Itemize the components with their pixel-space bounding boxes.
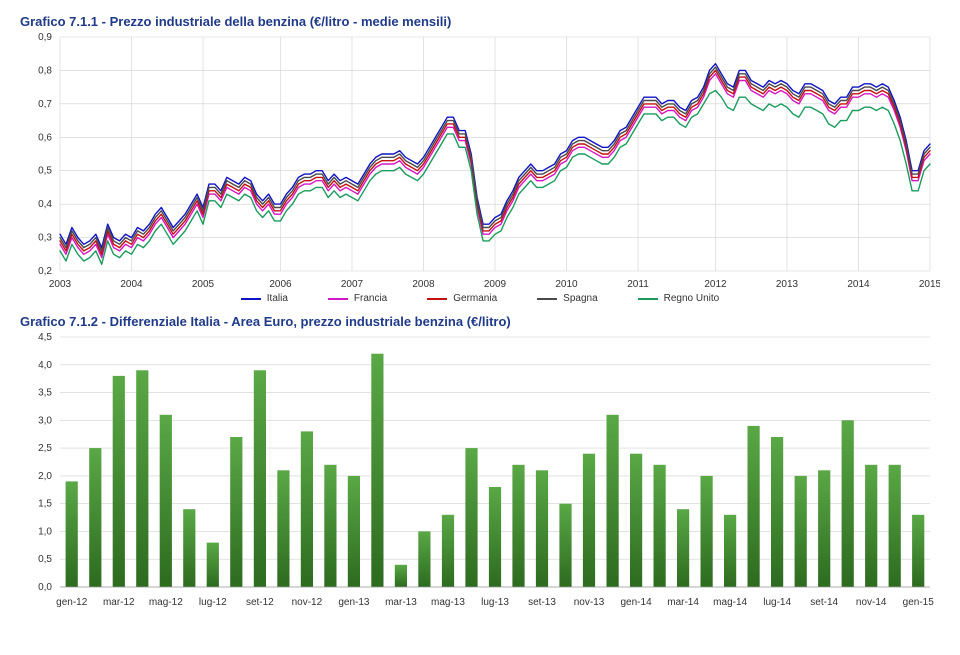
legend-swatch: [537, 298, 557, 300]
svg-text:mar-13: mar-13: [385, 597, 417, 608]
svg-text:2005: 2005: [192, 279, 215, 290]
svg-text:mag-13: mag-13: [431, 597, 465, 608]
chart1-container: 0,2 0,3 0,4 0,5 0,6 0,7 0,8 0,9 2003 2004 2005 2006…: [20, 31, 940, 291]
svg-text:0,3: 0,3: [38, 233, 52, 244]
chart2-title: Grafico 7.1.2 - Differenziale Italia - A…: [20, 314, 940, 329]
svg-text:set-12: set-12: [246, 597, 274, 608]
legend-label: Italia: [267, 293, 288, 304]
svg-text:0,7: 0,7: [38, 99, 52, 110]
legend-swatch: [638, 298, 658, 300]
legend-item: Spagna: [537, 293, 597, 304]
svg-text:gen-12: gen-12: [56, 597, 88, 608]
svg-text:4,0: 4,0: [38, 360, 52, 371]
svg-text:gen-13: gen-13: [338, 597, 370, 608]
chart2-container: 0,0 0,5 1,0 1,5 2,0 2,5 3,0 3,5 4,0 4,5 gen-12 mar-…: [20, 331, 940, 611]
svg-text:0,5: 0,5: [38, 554, 52, 565]
legend-label: Regno Unito: [664, 293, 720, 304]
svg-text:2,0: 2,0: [38, 471, 52, 482]
svg-text:2004: 2004: [120, 279, 143, 290]
chart1-svg: 0,2 0,3 0,4 0,5 0,6 0,7 0,8 0,9 2003 2004 2005 2006…: [20, 31, 940, 291]
svg-text:1,5: 1,5: [38, 499, 52, 510]
svg-text:0,6: 0,6: [38, 132, 52, 143]
svg-text:lug-12: lug-12: [199, 597, 227, 608]
svg-text:mag-14: mag-14: [713, 597, 747, 608]
svg-text:0,5: 0,5: [38, 166, 52, 177]
legend-label: Spagna: [563, 293, 597, 304]
legend-item: Germania: [427, 293, 497, 304]
svg-text:lug-13: lug-13: [481, 597, 509, 608]
svg-text:nov-13: nov-13: [574, 597, 605, 608]
svg-text:2014: 2014: [847, 279, 870, 290]
svg-text:0,0: 0,0: [38, 582, 52, 593]
legend-swatch: [328, 298, 348, 300]
svg-text:2,5: 2,5: [38, 443, 52, 454]
svg-text:1,0: 1,0: [38, 526, 52, 537]
chart1-title: Grafico 7.1.1 - Prezzo industriale della…: [20, 14, 940, 29]
legend-item: Regno Unito: [638, 293, 720, 304]
svg-text:3,5: 3,5: [38, 388, 52, 399]
svg-text:set-13: set-13: [528, 597, 556, 608]
svg-text:2003: 2003: [49, 279, 72, 290]
svg-text:mar-12: mar-12: [103, 597, 135, 608]
svg-text:2007: 2007: [341, 279, 364, 290]
chart1-legend: Italia Francia Germania Spagna Regno Unito: [20, 293, 940, 304]
legend-item: Italia: [241, 293, 288, 304]
svg-text:4,5: 4,5: [38, 332, 52, 343]
svg-text:nov-12: nov-12: [292, 597, 323, 608]
svg-text:mag-12: mag-12: [149, 597, 183, 608]
legend-label: Germania: [453, 293, 497, 304]
svg-text:2013: 2013: [776, 279, 799, 290]
legend-swatch: [427, 298, 447, 300]
svg-text:0,9: 0,9: [38, 32, 52, 43]
svg-text:3,0: 3,0: [38, 415, 52, 426]
svg-text:nov-14: nov-14: [856, 597, 887, 608]
svg-text:gen-14: gen-14: [621, 597, 653, 608]
svg-text:gen-15: gen-15: [903, 597, 935, 608]
legend-label: Francia: [354, 293, 387, 304]
svg-text:lug-14: lug-14: [763, 597, 791, 608]
svg-text:2011: 2011: [627, 279, 649, 290]
svg-text:2006: 2006: [269, 279, 292, 290]
svg-text:2009: 2009: [484, 279, 507, 290]
svg-text:2008: 2008: [412, 279, 435, 290]
svg-text:set-14: set-14: [810, 597, 838, 608]
svg-text:0,2: 0,2: [38, 266, 52, 277]
chart2-svg: 0,0 0,5 1,0 1,5 2,0 2,5 3,0 3,5 4,0 4,5 gen-12 mar-…: [20, 331, 940, 611]
svg-text:0,8: 0,8: [38, 65, 52, 76]
svg-text:2015: 2015: [919, 279, 940, 290]
svg-text:2010: 2010: [555, 279, 578, 290]
legend-item: Francia: [328, 293, 387, 304]
svg-text:mar-14: mar-14: [667, 597, 699, 608]
svg-text:0,4: 0,4: [38, 199, 52, 210]
svg-text:2012: 2012: [704, 279, 727, 290]
legend-swatch: [241, 298, 261, 300]
